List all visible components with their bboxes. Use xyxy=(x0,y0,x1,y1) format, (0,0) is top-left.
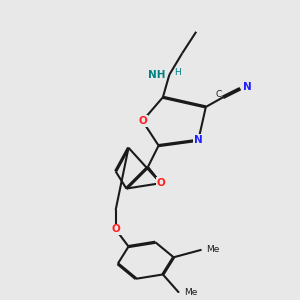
Text: O: O xyxy=(138,116,147,126)
Text: O: O xyxy=(156,178,165,188)
Text: H: H xyxy=(174,68,181,76)
Text: Me: Me xyxy=(206,245,220,254)
Text: C: C xyxy=(215,90,221,99)
Text: O: O xyxy=(111,224,120,234)
Text: NH: NH xyxy=(148,70,166,80)
Text: Me: Me xyxy=(184,288,197,297)
Text: N: N xyxy=(243,82,252,92)
Text: N: N xyxy=(194,135,203,145)
